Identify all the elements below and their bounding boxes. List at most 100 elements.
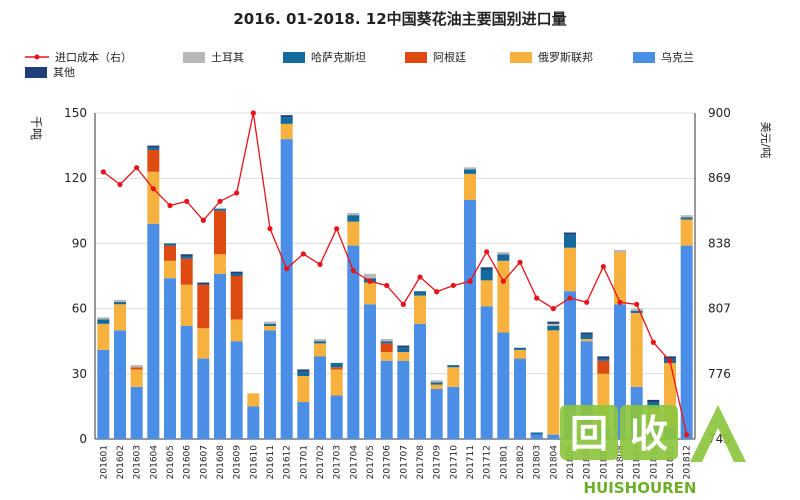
x-tick-label: 201802 [516,445,526,479]
bar-segment [297,375,310,403]
x-tick-label: 201809 [633,445,643,480]
bar-segment [464,173,476,200]
bar-segment [564,291,576,439]
bar-segment [214,273,226,439]
bar-segment [480,306,493,439]
bar-segment [197,284,210,329]
bar-segment [330,367,343,370]
bar-segment [297,369,310,372]
bar-segment [380,343,393,353]
cost-line-point [300,251,306,257]
x-tick-label: 201806 [583,445,593,480]
x-tick-label: 201611 [266,445,276,479]
cost-line-point [117,181,123,188]
bar-segment [630,312,643,387]
bar-segment [114,302,126,305]
bar-segment [364,304,376,439]
cost-line-point [134,165,140,171]
x-tick-label: 201605 [166,445,176,479]
cost-line-point [250,110,256,116]
chart-title: 2016. 01-2018. 12中国葵花油主要国别进口量 [233,10,567,28]
bar-segment [547,321,560,324]
bar-segment [514,347,526,350]
bar-segment [314,339,326,342]
cost-line-point [267,226,273,232]
bar-segment [330,362,343,368]
y-tick-label-left: 30 [72,367,87,381]
x-tick-label: 201602 [116,445,126,479]
y-tick-label-right: 838 [708,236,731,250]
bar-segment [230,271,243,274]
cost-line-point [384,282,390,289]
bar-segment [214,208,226,211]
bar-segment [314,356,326,439]
legend-item-6-label: 其他 [53,66,75,79]
bar-segment [564,247,576,292]
cost-line-point [100,169,106,175]
cost-line-point [484,249,490,255]
bar-segment [464,199,476,439]
cost-line-point [434,289,440,295]
x-tick-label: 201801 [499,445,509,479]
x-tick-label: 201712 [483,445,493,479]
bar-segment [147,171,160,224]
x-tick-label: 201805 [566,445,576,479]
bar-segment [497,252,510,255]
legend-item-0-marker [34,54,40,60]
cost-line [102,112,688,435]
legend-item-4-swatch [510,52,532,63]
cost-line-point [367,278,373,284]
bar-segment [347,215,360,222]
x-tick-label: 201603 [133,445,143,479]
bar-segment [597,360,610,374]
bar-segment [514,349,526,359]
legend-item-5-label: 乌克兰 [661,50,694,64]
bar-segment [464,169,476,174]
bar-segment [380,339,393,342]
bar-segment [230,319,243,342]
legend-item-3-label: 阿根廷 [433,50,466,64]
y-tick-label-right: 776 [708,367,731,381]
bar-segment [114,304,126,331]
x-tick-label: 201609 [233,445,243,480]
cost-line-point [350,268,356,274]
x-tick-label: 201607 [199,445,209,479]
bar-segment [197,282,210,285]
y-axis-label-right: 美元/吨 [759,122,772,159]
cost-line-point [684,432,690,438]
legend-item-0-label: 进口成本（右） [55,50,132,64]
bar-segment [347,221,360,246]
bar-segment [380,341,393,344]
bar-segment [580,332,593,335]
bar-segment [680,215,693,218]
bar-segment [614,252,626,305]
legend-item-5-swatch [633,52,655,63]
bar-segment [214,254,226,274]
cost-line-point [234,190,240,196]
bar-segment [364,282,376,305]
x-tick-label: 201807 [599,445,609,479]
bar-segment [347,245,360,439]
bar-segment [547,330,560,435]
cost-line-point [200,217,206,223]
bar-segment [530,434,543,439]
watermark-logo-box-1 [560,405,618,460]
bar-segment [280,123,293,140]
bar-segment [430,389,443,439]
bar-segment [480,280,493,307]
bar-segment [614,304,626,439]
bar-segment [580,339,593,342]
bar-segment [364,273,376,279]
bar-segment [130,365,143,368]
bar-segment [97,349,110,439]
y-tick-label-right: 869 [708,171,731,185]
bar-segment [414,323,426,439]
bar-segment [497,260,510,333]
bar-segment [214,210,226,255]
cost-line-point [467,278,473,284]
x-tick-label: 201606 [183,445,193,480]
bar-segment [630,308,643,311]
y-tick-label-left: 150 [64,106,87,120]
